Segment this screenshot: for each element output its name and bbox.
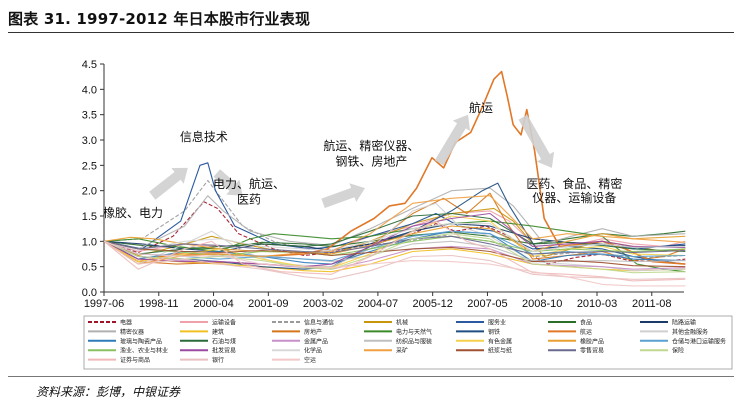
series-line-1 <box>103 210 686 253</box>
legend-label: 石油与煤 <box>212 337 236 345</box>
series-line-5 <box>104 230 686 250</box>
y-tick-label: 1.0 <box>82 236 97 248</box>
annotation-label: 钢铁、房地产 <box>335 153 407 168</box>
legend-label: 其他金融服务 <box>672 328 708 336</box>
series-line-25 <box>103 240 686 268</box>
series-line-24 <box>103 195 686 265</box>
series-line-15 <box>103 212 686 255</box>
x-tick-label: 2001-09 <box>248 298 288 310</box>
series-line-23 <box>103 223 686 253</box>
y-tick-label: 4.0 <box>82 84 97 96</box>
legend-label: 橡胶产品 <box>580 337 604 345</box>
legend-label: 机械 <box>396 319 408 327</box>
legend-label: 采矿 <box>396 347 408 355</box>
series-line-21 <box>103 235 686 257</box>
title-rule <box>8 32 734 33</box>
y-tick-label: 0.5 <box>82 262 97 274</box>
annotation-label: 航运、精密仪器、 <box>323 138 419 153</box>
legend-label: 化学品 <box>304 347 322 355</box>
trend-arrow-3 <box>434 114 470 166</box>
series-line-28 <box>103 220 686 282</box>
legend-label: 电器 <box>120 319 132 327</box>
trend-arrow-1 <box>213 169 243 196</box>
x-tick-label: 2003-02 <box>303 298 343 310</box>
annotation-label: 信息技术 <box>180 129 228 144</box>
source-rule <box>8 376 734 377</box>
trend-arrow-0 <box>149 167 188 200</box>
annotation-label: 医药 <box>237 192 261 206</box>
legend-label: 食品 <box>580 319 592 327</box>
annotation-label: 仪器、运输设备 <box>532 190 616 205</box>
x-tick-label: 2004-07 <box>358 298 398 310</box>
legend-label: 玻璃与陶瓷产品 <box>120 337 162 345</box>
legend-label: 仓储与港口运输服务 <box>672 337 726 345</box>
legend-label: 纸浆与纸 <box>488 347 512 355</box>
x-tick-label: 2011-08 <box>632 298 672 310</box>
legend-label: 渔业、农业与林业 <box>120 347 168 355</box>
y-tick-label: 3.0 <box>82 135 97 147</box>
y-tick-label: 0.0 <box>82 287 97 299</box>
x-tick-label: 1997-06 <box>84 298 124 310</box>
axes: 0.0 0.5 1.0 1.5 2.0 2.5 3.0 3.5 4.0 4.5 1997-06 199… <box>82 59 684 310</box>
y-tick-label: 2.5 <box>82 160 97 172</box>
x-tick-label: 2008-10 <box>522 298 562 310</box>
legend-label: 有色金属 <box>488 337 512 345</box>
series-line-10 <box>104 220 686 273</box>
x-tick-label: 2000-04 <box>193 298 233 310</box>
x-tick-label: 2010-03 <box>577 298 617 310</box>
legend-label: 空运 <box>304 356 316 364</box>
legend-label: 保险 <box>672 347 684 355</box>
trend-arrow-2 <box>321 183 365 208</box>
y-tick-label: 1.5 <box>82 211 97 223</box>
series-line-30 <box>103 240 686 287</box>
legend-label: 运输设备 <box>212 319 236 327</box>
legend-label: 纺织品与服装 <box>396 337 432 345</box>
legend-label: 金属产品 <box>304 337 328 345</box>
y-tick-label: 2.0 <box>82 186 97 198</box>
series-line-19 <box>104 225 686 255</box>
annotation-label: 电力、航运、 <box>213 176 285 191</box>
series-line-27 <box>103 233 686 274</box>
annotation-label: 医药、食品、精密 <box>526 176 622 191</box>
legend-label: 建筑 <box>212 328 224 336</box>
chart-title: 图表 31. 1997-2012 年日本股市行业表现 <box>8 10 311 28</box>
x-tick-label: 1998-11 <box>139 298 179 310</box>
legend-label: 银行 <box>212 356 224 364</box>
legend-label: 服务业 <box>488 319 506 327</box>
legend-label: 批发贸易 <box>212 347 236 355</box>
legend-label: 信息与通信 <box>304 319 334 327</box>
series-line-13 <box>103 202 686 272</box>
annotation-label: 橡胶、电力 <box>103 205 163 220</box>
legend-label: 精密仪器 <box>120 328 144 336</box>
series-line-26 <box>103 235 686 255</box>
series-lines <box>103 70 686 287</box>
trend-arrow-4 <box>518 114 555 168</box>
trend-arrows <box>149 114 555 208</box>
legend-label: 电力与天然气 <box>396 328 432 336</box>
x-tick-label: 2007-05 <box>467 298 507 310</box>
legend-label: 零售贸易 <box>580 347 604 355</box>
annotation-label: 航运 <box>469 100 493 115</box>
y-tick-label: 3.5 <box>82 110 97 122</box>
legend-label: 证券与商品 <box>120 356 150 364</box>
x-tick-label: 2005-12 <box>412 298 452 310</box>
series-line-12 <box>103 70 686 265</box>
source-note: 资料来源：彭博，中银证券 <box>36 385 181 399</box>
legend-label: 航运 <box>580 328 592 336</box>
legend-label: 房地产 <box>304 328 322 336</box>
legend-label: 钢铁 <box>488 328 500 336</box>
series-line-29 <box>103 240 686 280</box>
y-tick-label: 4.5 <box>82 59 97 71</box>
legend-label: 陆路运输 <box>672 319 696 327</box>
